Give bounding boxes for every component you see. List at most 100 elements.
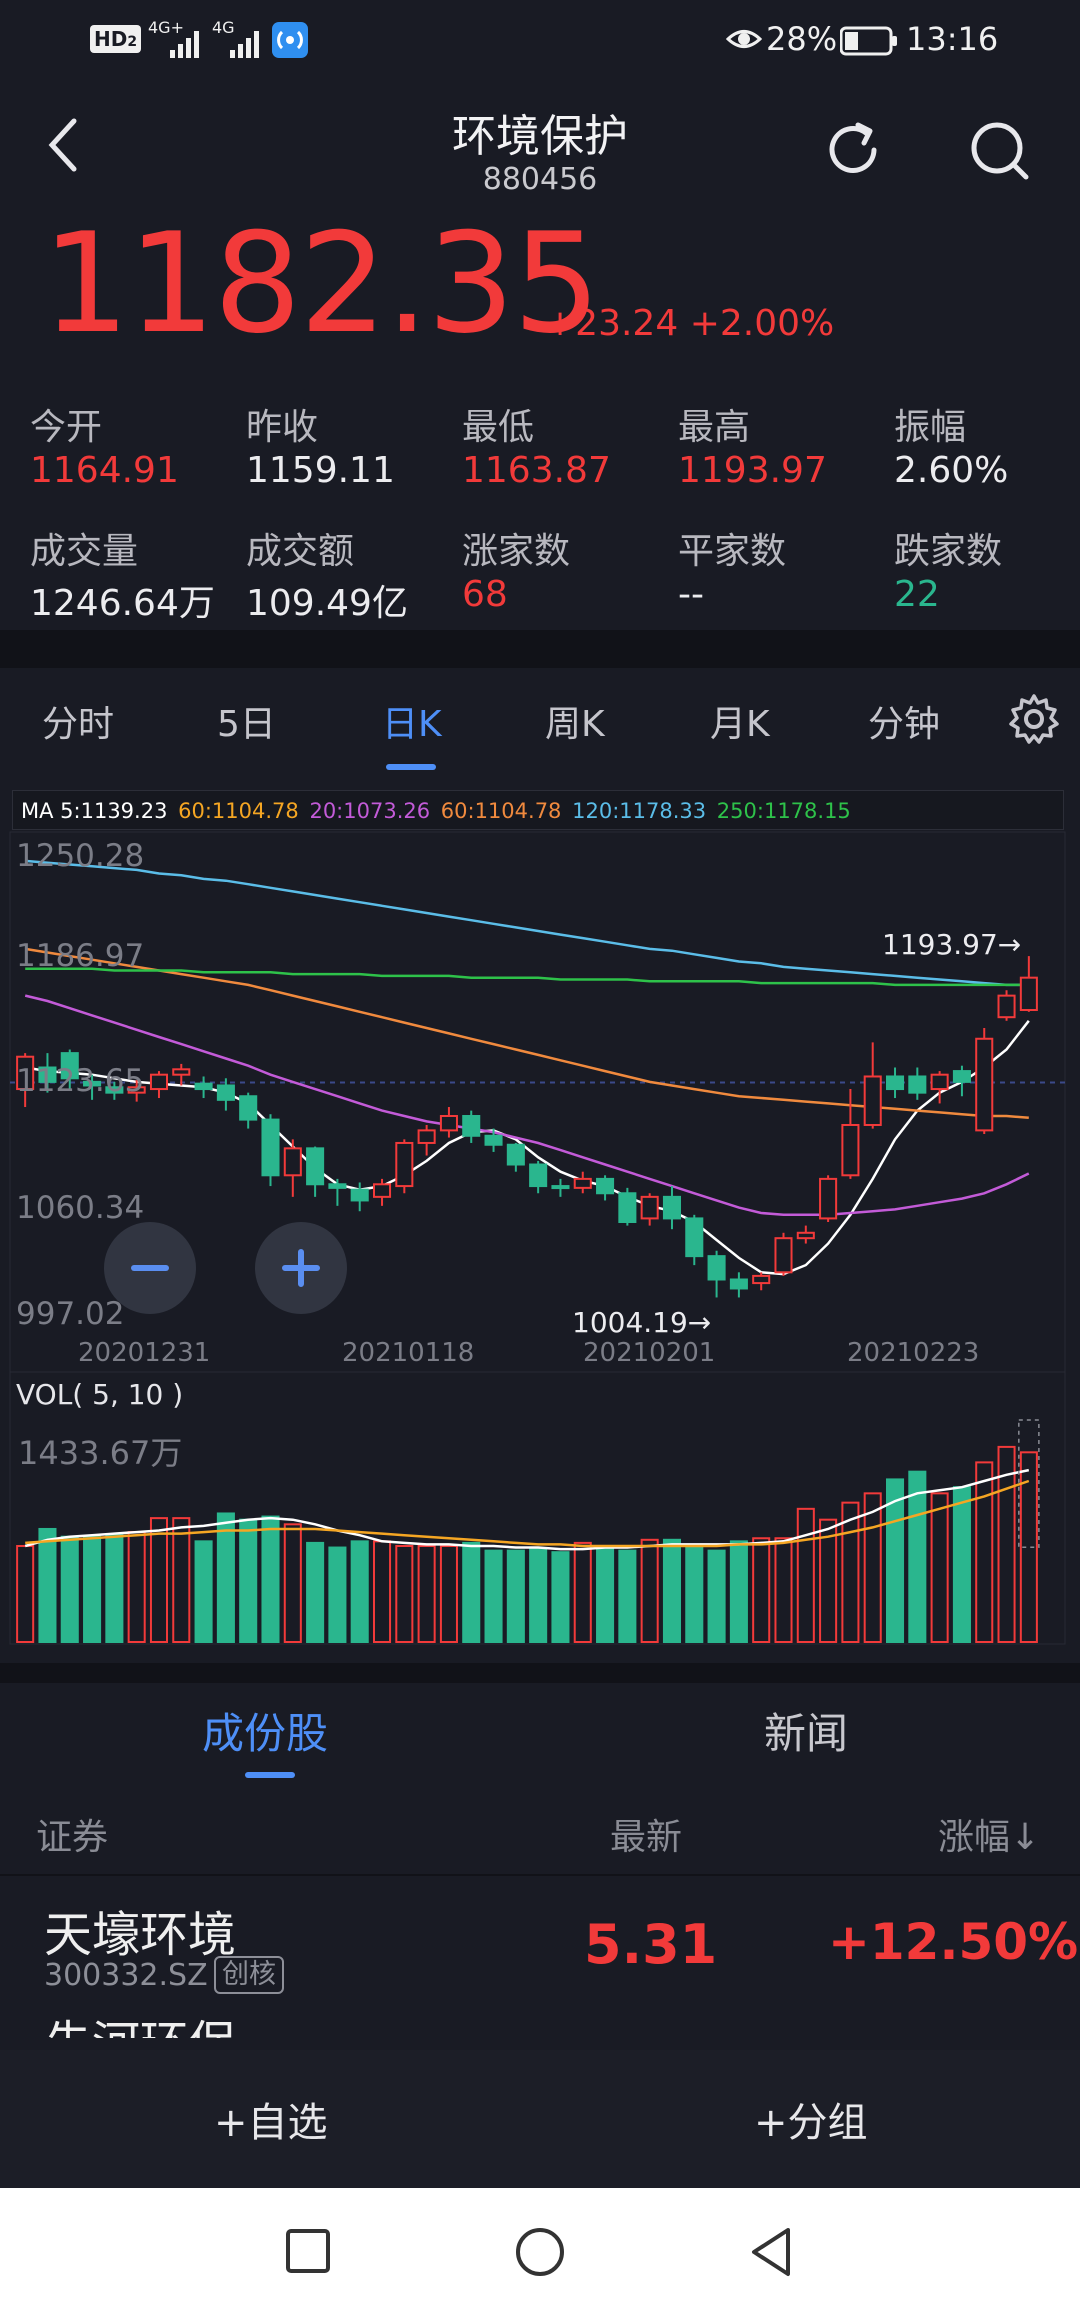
price-axis-tick: 997.02	[16, 1296, 125, 1332]
price-change: +23.24 +2.00%	[545, 303, 834, 344]
price-axis-tick: 1123.65	[16, 1063, 145, 1099]
volume-bar	[796, 1507, 815, 1644]
ma-legend-item: 60:1104.78	[178, 799, 299, 823]
hd-label: HD	[94, 27, 128, 51]
volume-bar	[819, 1518, 838, 1644]
candle	[306, 1147, 325, 1186]
change-amount: +23.24	[545, 303, 679, 344]
volume-bar	[1019, 1451, 1038, 1644]
add-watchlist-button[interactable]: +自选	[214, 2100, 328, 2146]
kline-chart[interactable]	[0, 0, 1080, 1663]
volume-bar	[239, 1518, 258, 1644]
zoom-in-button[interactable]	[255, 1222, 347, 1314]
tab-intraday[interactable]: 分时	[42, 704, 115, 745]
volume-bar	[551, 1551, 570, 1643]
candle	[60, 1052, 79, 1080]
volume-bar	[105, 1534, 124, 1643]
change-percent: +2.00%	[689, 303, 835, 344]
tab-5day[interactable]: 5日	[217, 704, 276, 745]
tab-minute[interactable]: 分钟	[868, 704, 941, 745]
volume-panel-frame	[9, 1371, 1066, 1645]
low-annotation: 1004.19→	[572, 1306, 712, 1339]
stat-label: 涨家数	[462, 531, 571, 572]
price-axis-tick: 1060.34	[16, 1190, 145, 1226]
volume-bar	[372, 1540, 392, 1644]
board-tag: 创核	[214, 1956, 284, 1994]
tab-monthly-k[interactable]: 月K	[710, 704, 770, 745]
volume-bar	[350, 1540, 369, 1644]
ma-line-ma20	[24, 994, 1030, 1217]
candle	[261, 1118, 280, 1177]
volume-title: VOL( 5, 10 )	[16, 1378, 184, 1411]
date-axis-tick: 20210201	[583, 1338, 716, 1368]
candle	[1019, 976, 1038, 1012]
candle	[529, 1163, 548, 1188]
candle	[707, 1255, 726, 1281]
stock-name: 天壕环境	[44, 1907, 237, 1963]
candle	[83, 1080, 102, 1087]
tab-weekly-k[interactable]: 周K	[545, 704, 605, 745]
column-header-latest[interactable]: 最新	[610, 1817, 683, 1858]
volume-bar	[573, 1541, 592, 1644]
current-price: 1182.35	[42, 203, 601, 364]
volume-bar	[930, 1492, 949, 1644]
volume-bar	[997, 1445, 1016, 1643]
tab-daily-k[interactable]: 日K	[382, 704, 442, 745]
candle	[216, 1084, 235, 1101]
volume-bar	[38, 1527, 57, 1643]
high-annotation: 1193.97→	[882, 928, 1022, 961]
table-divider	[0, 1874, 1080, 1876]
stat-label: 成交额	[246, 531, 355, 572]
add-group-button[interactable]: +分组	[754, 2100, 868, 2146]
tab-constituents[interactable]: 成份股	[202, 1709, 329, 1758]
column-header-change[interactable]: 涨幅↓	[938, 1817, 1041, 1858]
candle	[506, 1143, 525, 1166]
volume-bar	[685, 1544, 704, 1643]
volume-bar	[662, 1538, 682, 1644]
stat-label: 今开	[30, 407, 103, 448]
network-label-2: 4G	[212, 18, 235, 37]
price-axis-tick: 1186.97	[16, 938, 145, 974]
back-icon[interactable]	[40, 115, 90, 175]
candle	[752, 1274, 771, 1285]
candle	[462, 1115, 481, 1137]
candle	[372, 1183, 392, 1198]
stat-value: 22	[894, 574, 940, 615]
table-row-partial[interactable]: 先河环保	[44, 2016, 254, 2038]
volume-bar	[707, 1549, 726, 1643]
volume-bar	[596, 1544, 615, 1643]
volume-bar	[216, 1512, 235, 1643]
settings-gear-icon[interactable]	[1008, 693, 1060, 745]
volume-bar	[439, 1544, 458, 1643]
nav-back-icon[interactable]	[746, 2226, 798, 2278]
signal-icon	[170, 31, 199, 58]
stat-label: 跌家数	[894, 531, 1003, 572]
candle	[908, 1075, 927, 1094]
candle	[596, 1177, 615, 1195]
search-icon[interactable]	[964, 115, 1034, 185]
volume-bar	[127, 1531, 146, 1643]
candle	[819, 1177, 838, 1220]
stat-label: 最高	[678, 407, 751, 448]
candle	[885, 1075, 905, 1091]
refresh-icon[interactable]	[818, 115, 888, 185]
volume-bar	[283, 1523, 302, 1644]
battery-percent: 28%	[766, 20, 838, 58]
volume-bar	[83, 1535, 102, 1644]
candle	[551, 1185, 570, 1190]
nav-home-icon[interactable]	[514, 2226, 566, 2278]
candle	[283, 1147, 302, 1177]
candle	[930, 1073, 949, 1091]
signal-icon-2	[230, 31, 259, 58]
volume-max: 1433.67万	[18, 1434, 183, 1472]
candle	[997, 994, 1016, 1019]
tab-news[interactable]: 新闻	[764, 1709, 849, 1758]
zoom-out-button[interactable]	[104, 1222, 196, 1314]
volume-bar	[841, 1501, 860, 1643]
page-title: 环境保护	[452, 111, 628, 162]
candle	[439, 1115, 458, 1132]
candle	[484, 1134, 503, 1146]
stock-change: +12.50%	[828, 1913, 1079, 1971]
nav-recents-icon[interactable]	[285, 2228, 331, 2274]
candle	[952, 1070, 971, 1083]
